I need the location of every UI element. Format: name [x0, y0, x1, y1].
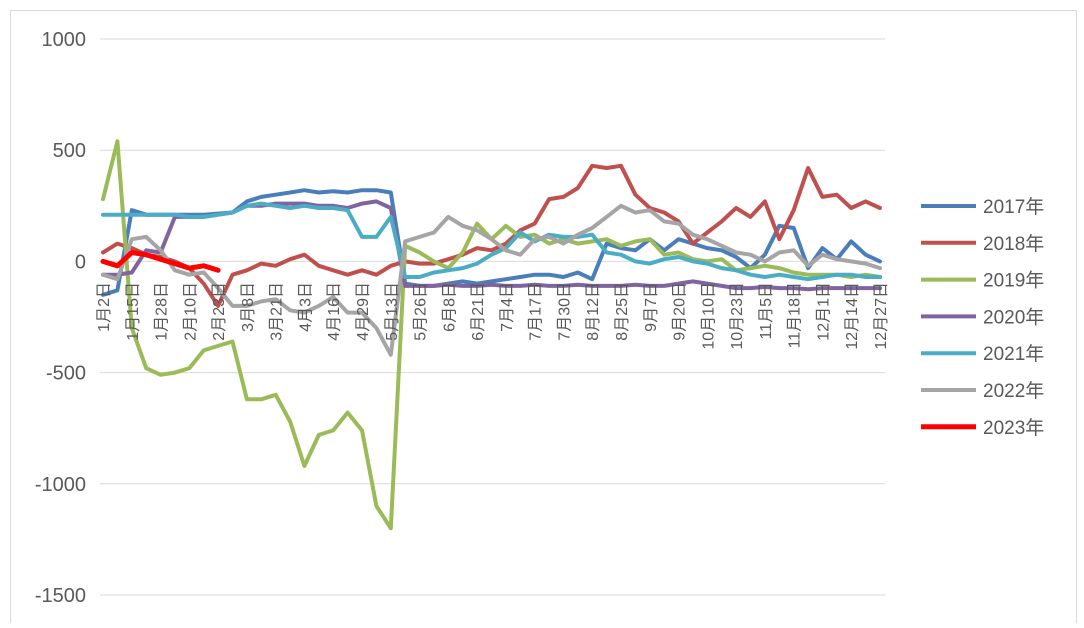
- y-tick-label: 1000: [42, 29, 87, 51]
- x-tick-label: 7月4日: [499, 282, 516, 332]
- series-line: [101, 163, 882, 308]
- x-tick-label: 1月28日: [154, 282, 171, 341]
- x-tick-label: 12月1日: [815, 282, 832, 341]
- chart-frame: [10, 10, 1077, 628]
- series-line: [101, 201, 882, 282]
- x-tick-label: 7月30日: [556, 282, 573, 341]
- x-tick-label: 4月29日: [355, 282, 372, 341]
- y-tick-label: 500: [53, 140, 86, 162]
- legend-label: 2018年: [983, 233, 1044, 255]
- x-tick-label: 9月7日: [643, 282, 660, 332]
- legend-label: 2022年: [983, 380, 1044, 402]
- y-tick-label: 0: [75, 251, 86, 273]
- plot-lines: [100, 139, 882, 531]
- x-tick-label: 9月20日: [672, 282, 689, 341]
- x-tick-label: 8月25日: [614, 282, 631, 341]
- x-tick-label: 5月13日: [384, 282, 401, 341]
- x-tick-label: 6月8日: [441, 282, 458, 332]
- legend-label: 2017年: [983, 196, 1044, 218]
- x-tick-label: 2月10日: [182, 282, 199, 341]
- x-tick-label: 12月27日: [873, 282, 890, 350]
- x-tick-label: 12月14日: [844, 282, 861, 350]
- legend-label: 2019年: [983, 270, 1044, 292]
- x-tick-label: 11月18日: [787, 282, 804, 348]
- legend-label: 2020年: [983, 306, 1044, 328]
- x-tick-label: 8月12日: [585, 282, 602, 341]
- y-tick-label: -1000: [35, 474, 86, 496]
- x-tick-label: 10月10日: [700, 282, 717, 350]
- x-tick-label: 5月26日: [413, 282, 430, 341]
- grid: 1000 500 0 -500 -1000 -1500: [35, 29, 885, 607]
- x-axis: 1月2日 1月15日 1月28日 2月10日 2月23日 3月8日 3月21日 4月3日 4月1…: [96, 282, 890, 350]
- x-tick-label: 4月3日: [297, 282, 314, 332]
- legend-label: 2021年: [983, 343, 1044, 365]
- x-tick-label: 10月23日: [729, 282, 746, 350]
- legend-label: 2023年: [983, 417, 1044, 439]
- x-tick-label: 1月15日: [125, 282, 142, 341]
- legend: 2017年 2018年 2019年 2020年 2021年 2022年 2023年: [921, 196, 1044, 439]
- x-tick-label: 7月17日: [528, 282, 545, 341]
- x-tick-label: 4月16日: [326, 282, 343, 341]
- x-tick-label: 11月5日: [758, 282, 775, 340]
- y-tick-label: -500: [46, 363, 86, 385]
- y-tick-label: -1500: [35, 585, 86, 607]
- x-tick-label: 2月23日: [211, 282, 228, 341]
- series-line: [101, 203, 882, 357]
- x-tick-label: 1月2日: [96, 282, 113, 332]
- x-tick-label: 3月21日: [269, 282, 286, 341]
- series-line: [100, 250, 221, 273]
- x-tick-label: 3月8日: [240, 282, 257, 332]
- x-tick-label: 6月21日: [470, 282, 487, 341]
